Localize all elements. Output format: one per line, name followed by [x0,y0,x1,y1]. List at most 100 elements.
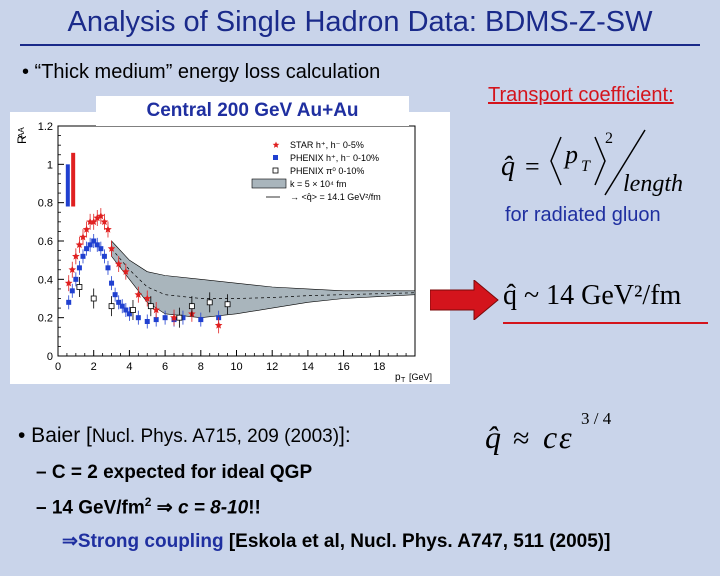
bracket-right [594,136,606,186]
pt-symbol: p [563,140,578,169]
pt-subscript: T [581,158,591,175]
legend-label: PHENIX h⁺, h⁻ 0-10% [290,153,379,163]
legend-label: k = 5 × 10⁴ fm [290,179,346,189]
star-point [72,252,80,260]
phenix-h-point [112,292,118,298]
x-tick-label: 12 [266,361,278,373]
sub2-implies: ⇒ [151,497,178,519]
phenix-h-point [80,253,86,259]
phenix-h-point [180,315,186,321]
y-tick-label: 1 [47,159,53,171]
radiated-gluon-label: for radiated gluon [505,204,661,226]
phenix-pi0-point [147,303,154,310]
legend-band-marker [251,178,287,189]
phenix-h-point [69,288,75,294]
legend-open-square-marker [272,167,279,174]
phenix-pi0-point [206,299,213,306]
phenix-h-point [98,246,104,252]
star-point [89,217,98,226]
phenix-h-point [116,299,122,305]
epsilon-symbol: ε [559,419,572,455]
c-symbol: c [543,419,557,455]
star-point [170,313,178,321]
eskola-reference: [Eskola et al, Nucl. Phys. A747, 511 (20… [228,531,611,552]
legend-label: → <q̂> = 14.1 GeV²/fm [290,192,381,202]
phenix-h-point [123,307,129,313]
phenix-pi0-point [130,307,136,313]
title-underline [20,44,700,46]
star-point [68,265,77,273]
y-tick-label: 0.6 [38,236,53,248]
sub-bullet-14-gev: – 14 GeV/fm2 ⇒ c = 8-10!! [36,495,261,519]
phenix-pi0-point [224,301,231,308]
phenix-h-point [84,246,90,252]
x-tick-label: 0 [55,361,61,373]
y-tick-label: 0.2 [38,313,53,325]
phenix-h-point [87,242,93,248]
fraction-slash [604,129,646,196]
x-axis-label-sub: T [401,377,406,384]
star-point [214,321,223,329]
pt-squared: 2 [605,130,613,147]
star-point [75,240,84,249]
systematic-bar [71,152,76,207]
phenix-h-point [198,317,204,323]
chart-root: 0 2 4 6 8 10 12 14 16 18 0 0.2 0.4 0.6 0.8 1 1.2 RAA p T [Ge… [15,121,432,384]
strong-coupling-text: ⇒Strong coupling [62,531,229,552]
sub2-exclaim: !! [248,497,261,519]
phenix-h-point [162,315,168,321]
systematic-bar [65,164,70,207]
x-tick-label: 6 [162,361,168,373]
legend-star-marker [272,141,280,148]
star-point [152,306,160,314]
theory-band [111,240,416,318]
qhat-definition-formula: q̂ = p T 2 length [501,129,683,197]
x-tick-label: 4 [126,361,132,373]
transport-coefficient-label: Transport coefficient: [488,84,674,106]
phenix-h-point [135,315,141,321]
phenix-h-point [73,276,79,282]
phenix-h-point [144,319,150,324]
legend-square-marker [273,155,278,160]
legend-label: STAR h⁺, h⁻ 0-5% [290,140,364,150]
star-point [114,260,123,268]
qhat-value-underline [503,322,708,324]
star-point [93,214,102,222]
star-point [97,212,105,220]
phenix-pi0-point [76,284,83,290]
qhat-symbol: q̂ [501,151,515,182]
star-point [82,225,91,233]
sub2-superscript: 2 [144,495,152,509]
star-point [107,244,116,252]
y-tick-label: 0.4 [38,274,53,286]
raa-chart: 0 2 4 6 8 10 12 14 16 18 0 0.2 0.4 0.6 0.8 1 1.2 RAA p T [Ge… [15,121,432,384]
theory-center-line [111,248,416,299]
exponent: 3 / 4 [581,409,612,428]
sub-bullet-ideal-qgp: – C = 2 expected for ideal QGP [36,462,313,483]
phenix-h-point [101,253,107,259]
phenix-pi0-point [176,314,183,321]
phenix-h-point [66,299,72,305]
star-point [64,279,73,287]
qhat-scaling-formula: q̂ ≈ c ε 3 / 4 [485,409,612,455]
phenix-h-point [105,265,111,271]
bullet-thick-medium: • “Thick medium” energy loss calculation [22,61,381,83]
baier-bullet: • Baier [Nucl. Phys. A715, 209 (2003)]: [18,424,351,448]
sub2-c-value: c = 8-10 [177,497,249,519]
x-axis-label: p [395,372,401,383]
y-axis-label: R [15,135,29,144]
phenix-h-point [126,311,132,317]
phenix-pi0-point [188,303,195,310]
phenix-h-point [94,242,100,248]
plot-title: Central 200 GeV Au+Au [96,96,409,126]
y-tick-label: 1.2 [38,121,53,133]
phenix-pi0-point [108,303,115,310]
slide-title: Analysis of Single Hadron Data: BDMS-Z-S… [67,6,653,38]
y-tick-label: 0 [47,351,53,363]
x-tick-label: 18 [373,361,385,373]
x-tick-label: 14 [302,361,314,373]
star-point [122,267,130,275]
length-word: length [623,171,683,197]
star-point [79,233,87,241]
x-tick-label: 10 [230,361,242,373]
